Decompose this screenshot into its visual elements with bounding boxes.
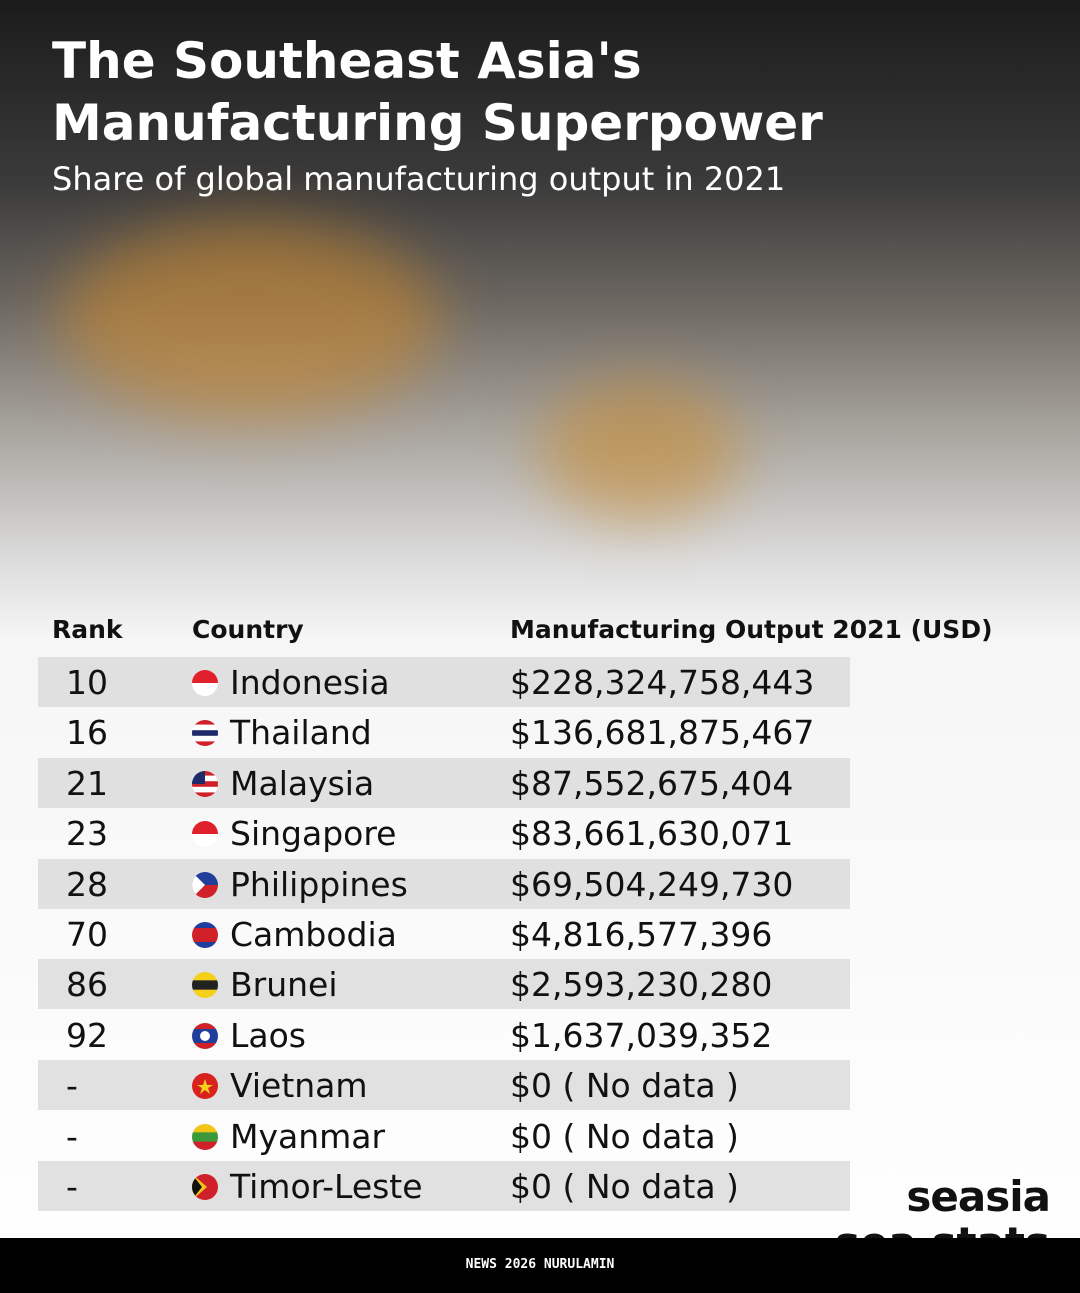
country: Singapore xyxy=(230,814,397,854)
title-line: Manufacturing Superpower xyxy=(52,94,823,152)
table-row: - Vietnam $0 ( No data ) xyxy=(38,1060,850,1111)
column-header: Rank xyxy=(52,615,123,644)
country: Myanmar xyxy=(230,1116,386,1156)
flag-icon xyxy=(192,770,218,797)
photo-tint xyxy=(540,380,740,520)
country: Indonesia xyxy=(230,663,390,702)
flag-icon xyxy=(192,821,218,848)
table-row: 16 Thailand $136,681,875,467 xyxy=(38,707,850,757)
table-row: 10 Indonesia $228,324,758,443 xyxy=(38,657,850,707)
flag-icon xyxy=(192,972,218,999)
rank: 70 xyxy=(66,915,108,954)
table-row: - Timor-Leste $0 ( No data ) xyxy=(38,1161,850,1211)
rank: 23 xyxy=(66,814,108,854)
table-row: - Myanmar $0 ( No data ) xyxy=(38,1111,850,1161)
photo-tint xyxy=(60,220,440,420)
output: $4,816,577,396 xyxy=(510,915,773,954)
output: $136,681,875,467 xyxy=(510,713,815,753)
output: $1,637,039,352 xyxy=(510,1015,773,1055)
table-row: 23 Singapore $83,661,630,071 xyxy=(38,808,850,858)
brand: seasia xyxy=(906,1172,1051,1221)
table-row: 92 Laos $1,637,039,352 xyxy=(38,1010,850,1060)
title-line: The Southeast Asia's xyxy=(52,32,642,90)
country: Laos xyxy=(230,1015,306,1055)
rank: - xyxy=(66,1116,78,1156)
flag-icon xyxy=(192,1123,218,1150)
rank: 86 xyxy=(66,965,108,1005)
flag-icon xyxy=(192,670,218,696)
output: $0 ( No data ) xyxy=(510,1116,739,1156)
flag-icon xyxy=(192,1073,218,1100)
output: $87,552,675,404 xyxy=(510,763,794,803)
country: Vietnam xyxy=(230,1066,368,1106)
rank: 92 xyxy=(66,1015,108,1055)
column-header: Manufacturing Output 2021 (USD) xyxy=(510,615,993,644)
rank: 28 xyxy=(66,864,108,904)
output: $0 ( No data ) xyxy=(510,1167,739,1206)
country: Timor-Leste xyxy=(230,1167,423,1206)
country: Cambodia xyxy=(230,915,397,954)
footer-text: NEWS 2026 NURULAMIN xyxy=(465,1257,615,1272)
flag-icon xyxy=(192,1022,218,1049)
output: $2,593,230,280 xyxy=(510,965,773,1005)
country: Malaysia xyxy=(230,763,375,803)
country: Brunei xyxy=(230,965,338,1005)
country: Thailand xyxy=(230,713,372,753)
table-row: 28 Philippines $69,504,249,730 xyxy=(38,858,850,909)
table-row: 21 Malaysia $87,552,675,404 xyxy=(38,757,850,808)
flag-icon xyxy=(192,1174,218,1200)
output: $69,504,249,730 xyxy=(510,864,794,904)
flag-icon xyxy=(192,720,218,747)
rank: 21 xyxy=(66,763,108,803)
output: $83,661,630,071 xyxy=(510,814,794,854)
flag-icon xyxy=(192,871,218,898)
rank: 10 xyxy=(66,663,108,702)
flag-icon xyxy=(192,922,218,948)
rank: 16 xyxy=(66,713,108,753)
footer-bar: NEWS 2026 NURULAMIN xyxy=(0,1238,1080,1293)
country: Philippines xyxy=(230,864,408,904)
output: $0 ( No data ) xyxy=(510,1066,739,1106)
output: $228,324,758,443 xyxy=(510,663,815,702)
rank: - xyxy=(66,1167,78,1206)
subtitle: Share of global manufacturing output in … xyxy=(52,160,786,198)
table-row: 70 Cambodia $4,816,577,396 xyxy=(38,909,850,959)
rank: - xyxy=(66,1066,78,1106)
table-row: 86 Brunei $2,593,230,280 xyxy=(38,959,850,1010)
column-header: Country xyxy=(192,615,304,644)
